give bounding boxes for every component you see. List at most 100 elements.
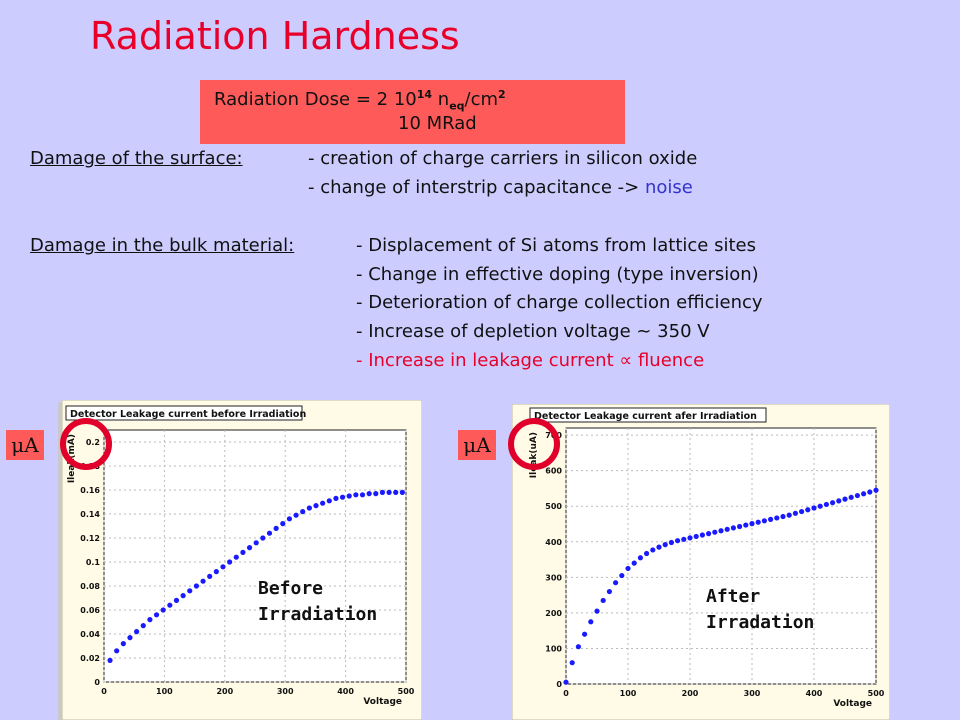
data-point: [761, 518, 767, 524]
bulk-damage-item: - Change in effective doping (type inver…: [356, 264, 759, 285]
data-point: [836, 498, 842, 504]
y-tick-label: 600: [545, 467, 562, 476]
chart-title: Detector Leakage current before Irradiat…: [70, 409, 306, 420]
data-point: [637, 555, 643, 561]
data-point: [582, 631, 588, 637]
bulk-damage-item: - Displacement of Si atoms from lattice …: [356, 235, 756, 256]
y-tick-label: 0: [556, 680, 562, 689]
x-tick-label: 200: [682, 689, 699, 698]
y-tick-label: 0.04: [80, 630, 100, 639]
y-tick-label: 400: [545, 538, 562, 547]
data-point: [811, 505, 817, 511]
data-point: [107, 657, 113, 663]
highlight-circle-after: [508, 418, 560, 470]
data-point: [718, 528, 724, 534]
data-point: [619, 572, 625, 579]
x-tick-label: 500: [398, 687, 415, 696]
data-point: [386, 489, 392, 495]
before-annotation: Before Irradiation: [258, 578, 378, 625]
data-point: [339, 494, 346, 500]
data-point: [768, 516, 774, 522]
data-point: [675, 538, 681, 544]
data-point: [127, 635, 133, 641]
chart-title: Detector Leakage current afer Irradiatio…: [534, 411, 757, 422]
data-point: [346, 493, 352, 499]
x-tick-label: 100: [620, 689, 637, 698]
data-point: [240, 549, 246, 555]
data-point: [286, 516, 293, 522]
data-point: [668, 539, 674, 546]
data-point: [293, 512, 299, 518]
data-point: [631, 560, 637, 566]
data-point: [644, 550, 650, 557]
data-point: [266, 530, 273, 536]
data-point: [160, 607, 166, 613]
bulk-damage-item-highlight: - Increase in leakage current ∝ fluence: [356, 350, 705, 371]
data-point: [842, 496, 848, 502]
data-point: [227, 559, 233, 565]
data-point: [588, 619, 594, 625]
data-point: [650, 547, 656, 553]
data-point: [867, 489, 873, 495]
data-point: [207, 573, 213, 579]
chart-title-box: [529, 407, 767, 423]
y-tick-label: 0.14: [80, 510, 100, 519]
data-point: [681, 536, 687, 542]
data-point: [575, 644, 581, 650]
data-point: [743, 522, 749, 528]
x-tick-label: 100: [156, 687, 173, 696]
data-point: [246, 545, 253, 551]
surface-damage-item: - change of interstrip capacitance -> no…: [308, 177, 693, 198]
data-point: [823, 501, 829, 508]
data-point: [134, 629, 140, 635]
x-axis-label: Voltage: [833, 699, 872, 709]
data-point: [712, 529, 718, 535]
data-point: [320, 500, 326, 506]
data-point: [359, 492, 366, 498]
data-point: [873, 487, 879, 493]
data-point: [333, 495, 339, 501]
data-point: [861, 491, 867, 497]
x-tick-label: 300: [277, 687, 294, 696]
data-point: [366, 491, 372, 497]
data-point: [373, 491, 379, 497]
data-point: [780, 513, 786, 520]
x-tick-label: 500: [868, 689, 885, 698]
x-tick-label: 400: [806, 689, 823, 698]
data-point: [273, 525, 279, 531]
data-point: [393, 489, 399, 495]
x-axis-label: Voltage: [363, 697, 402, 707]
data-point: [200, 578, 206, 584]
data-point: [656, 544, 662, 550]
radiation-dose-mrad: 10 MRad: [398, 113, 477, 134]
unit-label-before: μA: [6, 430, 44, 460]
radiation-dose-line: Radiation Dose = 2 1014 neq/cm2: [214, 88, 506, 113]
data-point: [193, 583, 200, 589]
x-tick-label: 0: [563, 689, 569, 698]
y-tick-label: 0.1: [86, 558, 101, 567]
after-annotation: After Irradation: [706, 586, 815, 633]
data-point: [613, 580, 619, 586]
highlight-circle-before: [60, 418, 112, 470]
y-tick-label: 0.02: [80, 654, 100, 663]
data-point: [167, 602, 173, 608]
data-point: [662, 542, 668, 548]
data-point: [687, 535, 693, 541]
data-point: [140, 623, 146, 629]
data-point: [606, 588, 612, 595]
bulk-damage-item: - Increase of depletion voltage ~ 350 V: [356, 321, 710, 342]
data-point: [326, 498, 332, 504]
data-point: [114, 648, 120, 654]
data-point: [253, 540, 259, 546]
data-point: [353, 492, 359, 498]
y-tick-label: 100: [545, 644, 562, 653]
data-point: [399, 489, 405, 495]
data-point: [600, 597, 606, 604]
data-point: [563, 679, 569, 685]
chart-title-box: [65, 405, 303, 421]
plot-area: [565, 427, 877, 685]
data-point: [220, 564, 226, 570]
data-point: [730, 525, 736, 531]
bulk-damage-label: Damage in the bulk material:: [30, 235, 295, 256]
data-point: [848, 494, 854, 500]
